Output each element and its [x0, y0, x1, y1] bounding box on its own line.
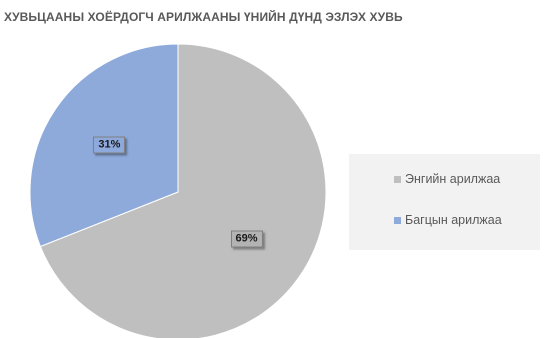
legend-swatch-1: [394, 216, 401, 224]
legend-swatch-0: [394, 175, 401, 183]
data-label-0: 69%: [230, 230, 263, 248]
legend-item-1: Багцын арилжаа: [394, 213, 502, 227]
legend-label-1: Багцын арилжаа: [405, 213, 502, 227]
chart-legend: Энгийн арилжаа Багцын арилжаа: [349, 154, 540, 250]
chart-title: ХУВЬЦААНЫ ХОЁРДОГЧ АРИЛЖААНЫ ҮНИЙН ДҮНД …: [4, 10, 403, 24]
legend-item-0: Энгийн арилжаа: [394, 172, 500, 186]
data-label-1: 31%: [93, 136, 126, 154]
pie-slice-0: [39, 43, 327, 338]
legend-label-0: Энгийн арилжаа: [405, 172, 501, 186]
